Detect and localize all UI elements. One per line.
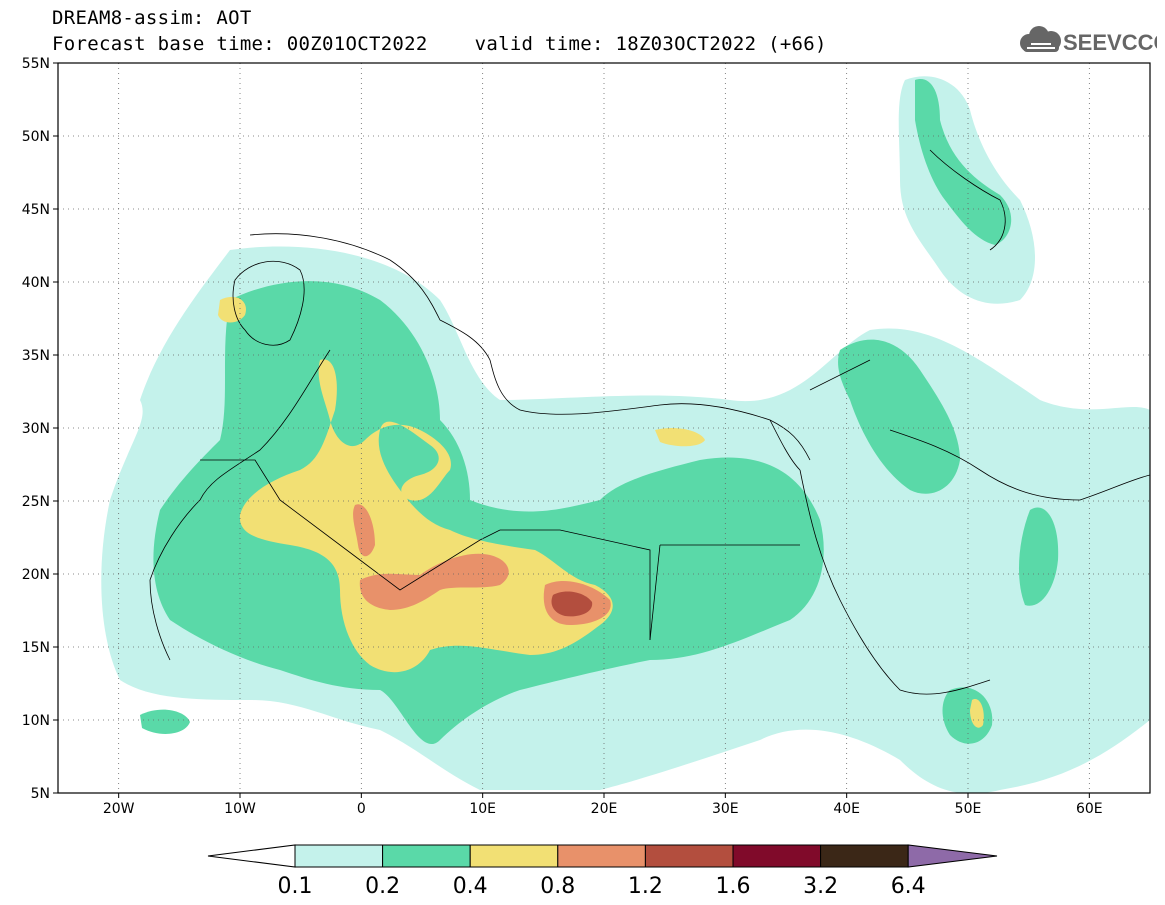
lat-tick-label: 20N bbox=[22, 567, 50, 583]
colorbar-label: 3.2 bbox=[803, 874, 838, 899]
lon-tick-label: 20W bbox=[103, 801, 135, 817]
colorbar-cells bbox=[207, 844, 998, 868]
lat-tick-label: 40N bbox=[22, 275, 50, 291]
grid-lines bbox=[58, 62, 1150, 794]
coastlines bbox=[149, 149, 1150, 695]
colorbar-label: 6.4 bbox=[891, 874, 926, 899]
lat-tick-label: 35N bbox=[22, 348, 50, 364]
colorbar-label: 1.6 bbox=[716, 874, 751, 899]
lon-tick-label: 0 bbox=[357, 801, 366, 817]
colorbar-cell bbox=[382, 844, 471, 868]
colorbar-cell bbox=[820, 844, 909, 868]
colorbar-label: 0.2 bbox=[365, 874, 400, 899]
aot-contour-0.2-westafrica bbox=[140, 709, 190, 734]
aot-contour-0.4-somalia bbox=[970, 699, 984, 728]
lon-tick-label: 10W bbox=[224, 801, 256, 817]
colorbar-cell bbox=[294, 844, 384, 868]
colorbar-labels: 0.1 0.2 0.4 0.8 1.2 1.6 3.2 6.4 bbox=[278, 874, 926, 899]
latitude-tick-labels: 55N 50N 45N 40N 35N 30N 25N 20N 15N 10N 5N bbox=[22, 56, 50, 802]
map-title: DREAM8-assim: AOT bbox=[52, 7, 252, 29]
aot-contour-0.2 bbox=[153, 281, 824, 745]
lat-tick-label: 5N bbox=[31, 786, 50, 802]
lat-tick-label: 55N bbox=[22, 56, 50, 72]
aot-contour-0.4 bbox=[239, 359, 613, 673]
lat-tick-label: 10N bbox=[22, 713, 50, 729]
colorbar-cell bbox=[732, 844, 822, 868]
colorbar-label: 0.4 bbox=[453, 874, 488, 899]
longitude-tick-labels: 20W 10W 0 10E 20E 30E 40E 50E 60E bbox=[103, 801, 1103, 817]
lon-tick-label: 20E bbox=[591, 801, 618, 817]
colorbar-label: 0.1 bbox=[278, 874, 313, 899]
aot-contour-0.2-mideast bbox=[838, 339, 960, 494]
lat-tick-label: 50N bbox=[22, 129, 50, 145]
lon-tick-label: 60E bbox=[1076, 801, 1103, 817]
aot-contour-0.4-iberia bbox=[218, 296, 246, 323]
colorbar-label: 0.8 bbox=[540, 874, 575, 899]
forecast-time-info: Forecast base time: 00Z01OCT2022 valid t… bbox=[52, 33, 827, 55]
colorbar-label: 1.2 bbox=[628, 874, 663, 899]
aot-field bbox=[101, 76, 1150, 793]
aot-contour-0.2-horn bbox=[942, 687, 993, 744]
lat-tick-label: 15N bbox=[22, 640, 50, 656]
lat-tick-label: 25N bbox=[22, 494, 50, 510]
colorbar-cell bbox=[469, 844, 559, 868]
lon-tick-label: 10E bbox=[469, 801, 496, 817]
colorbar-under-arrow bbox=[207, 844, 296, 868]
colorbar-over-arrow bbox=[907, 844, 998, 868]
colorbar-cell bbox=[644, 844, 734, 868]
aot-contour-0.2-caspian bbox=[915, 79, 1012, 246]
axis-ticks bbox=[53, 62, 1090, 798]
logo-text: SEEVCCC bbox=[1063, 30, 1157, 55]
lat-tick-label: 45N bbox=[22, 202, 50, 218]
aot-contour-0.2-arabia bbox=[1018, 507, 1059, 606]
seevccc-logo: SEEVCCC bbox=[1020, 26, 1157, 55]
aot-contour-1.2-chad bbox=[551, 591, 593, 617]
lon-tick-label: 50E bbox=[955, 801, 982, 817]
lon-tick-label: 30E bbox=[712, 801, 739, 817]
lat-tick-label: 30N bbox=[22, 421, 50, 437]
aot-contour-0.8 bbox=[353, 504, 375, 557]
lon-tick-label: 40E bbox=[833, 801, 860, 817]
colorbar-cell bbox=[557, 844, 646, 868]
aot-contour-0.8-niger bbox=[359, 553, 509, 610]
aot-contour-0.4-egypt bbox=[655, 428, 705, 447]
